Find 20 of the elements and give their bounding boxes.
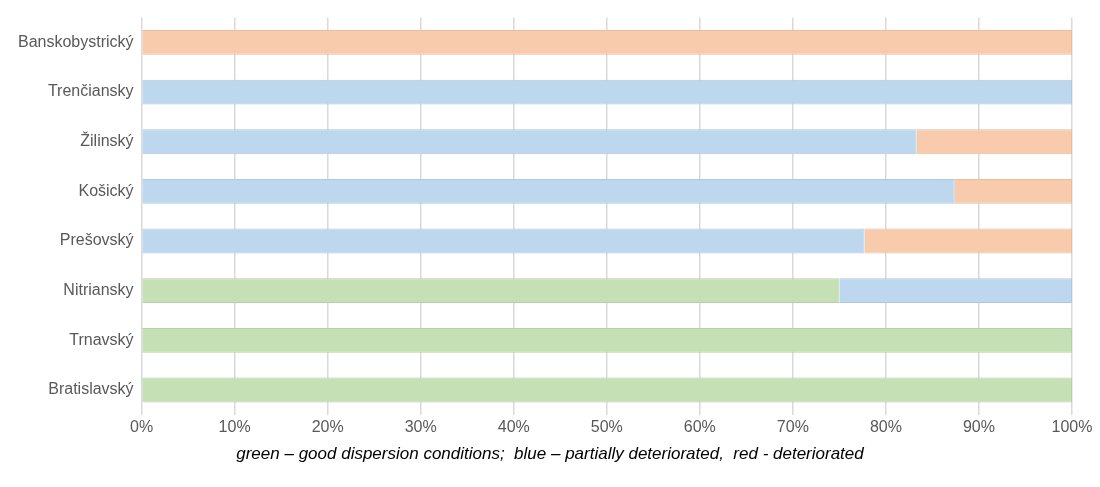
x-tick-label: 100%	[1051, 417, 1093, 435]
y-tick-label: Trnavský	[69, 330, 134, 348]
x-tick-label: 60%	[683, 417, 716, 435]
y-tick-label: Žilinský	[80, 131, 134, 150]
y-tick-label: Trenčiansky	[47, 82, 134, 100]
x-tick-label: 90%	[962, 417, 995, 435]
x-tick-label: 30%	[404, 417, 437, 435]
x-tick-label: 20%	[311, 417, 344, 435]
text: green – good dispersion conditions; blue – partially deteriorated, red - deteriorated	[235, 444, 865, 464]
y-tick-label: Prešovský	[59, 231, 134, 249]
y-tick-label: Nitriansky	[63, 281, 134, 299]
x-tick-label: 10%	[218, 417, 251, 435]
x-tick-label: 80%	[869, 417, 902, 435]
y-tick-label: Banskobystrický	[18, 32, 134, 50]
x-tick-label: 70%	[776, 417, 809, 435]
x-tick-label: 50%	[590, 417, 623, 435]
x-tick-label: 0%	[130, 417, 154, 435]
y-tick-label: Bratislavský	[48, 380, 134, 398]
x-tick-label: 40%	[497, 417, 530, 435]
y-tick-label: Košický	[78, 181, 134, 199]
